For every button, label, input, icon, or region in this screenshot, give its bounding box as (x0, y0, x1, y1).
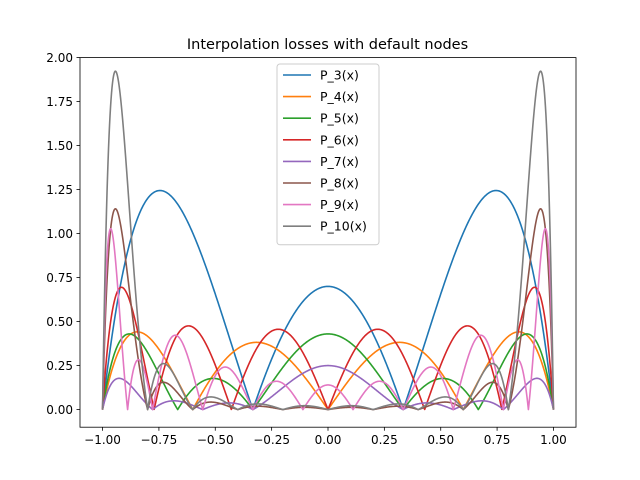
y-tick-label: 1.25 (46, 183, 73, 197)
x-tick-label: 0.00 (315, 433, 342, 447)
x-tick-label: 0.75 (484, 433, 511, 447)
y-tick-label: 0.75 (46, 271, 73, 285)
series-line-p-5-x (101, 333, 555, 411)
legend: P_3(x) P_4(x) P_5(x) P_6(x) P_7(x) P_8(x) P_9(… (276, 63, 380, 246)
y-tick-label: 0.25 (46, 359, 73, 373)
series-line-p-10-x (101, 70, 555, 411)
legend-label: P_8(x) (320, 176, 359, 191)
legend-box (276, 63, 380, 246)
y-tick-label: 1.75 (46, 95, 73, 109)
legend-label: P_5(x) (320, 111, 359, 126)
legend-label: P_4(x) (320, 89, 359, 104)
x-tick-label: −0.75 (141, 433, 178, 447)
chart-title: Interpolation losses with default nodes (187, 37, 468, 53)
plot-area: −1.00 −0.75 −0.50 −0.25 0.00 0.25 0.50 0.75 1.00… (46, 51, 577, 447)
x-tick-label: −0.50 (197, 433, 234, 447)
x-tick-label: −1.00 (84, 433, 121, 447)
y-tick-label: 1.00 (46, 227, 73, 241)
x-tick-label: 0.25 (371, 433, 398, 447)
y-tick-label: 2.00 (46, 51, 73, 65)
series-group (101, 70, 555, 411)
legend-label: P_3(x) (320, 68, 359, 83)
x-tick-label: 1.00 (540, 433, 567, 447)
y-tick-label: 0.00 (46, 403, 73, 417)
legend-label: P_9(x) (320, 197, 359, 212)
legend-label: P_6(x) (320, 132, 359, 147)
legend-label: P_7(x) (320, 154, 359, 169)
x-tick-label: 0.50 (427, 433, 454, 447)
x-tick-label: −0.25 (253, 433, 290, 447)
y-tick-label: 0.50 (46, 315, 73, 329)
series-line-p-7-x (101, 364, 555, 411)
legend-label: P_10(x) (320, 219, 367, 234)
series-line-p-9-x (101, 227, 555, 411)
series-line-p-3-x (101, 189, 555, 411)
y-tick-label: 1.50 (46, 139, 73, 153)
